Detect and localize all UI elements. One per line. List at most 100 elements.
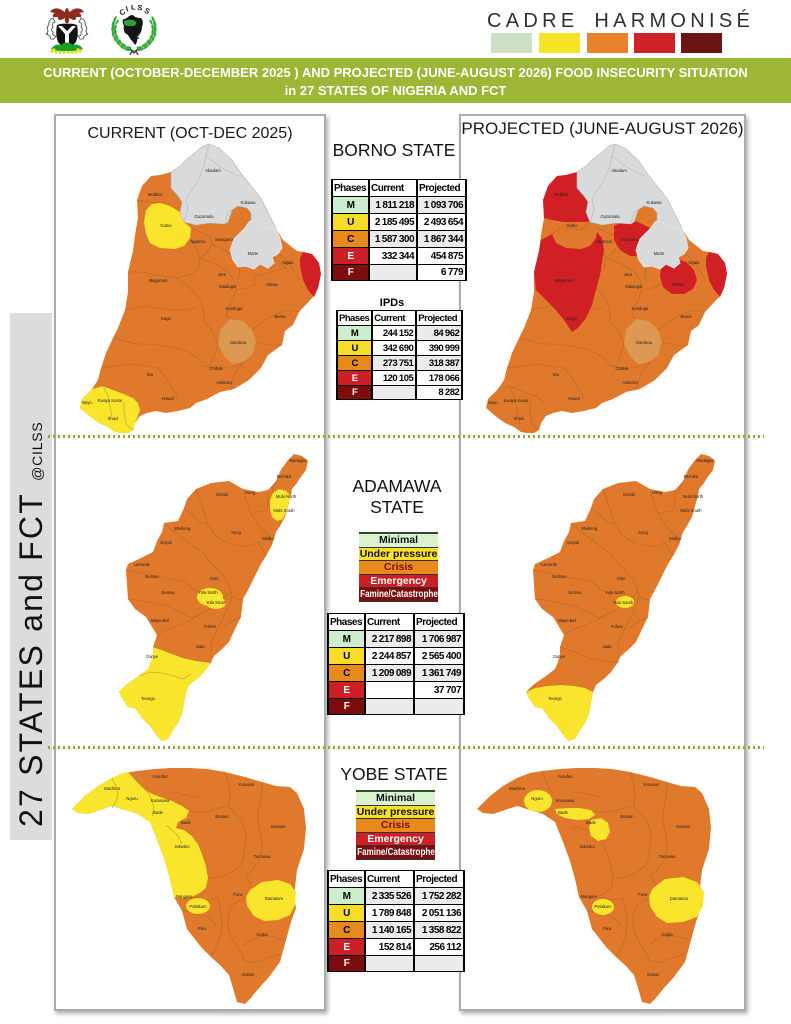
svg-text:Potiskum: Potiskum [594,904,612,909]
svg-text:I: I [125,5,129,13]
svg-text:Mubi South: Mubi South [273,508,295,513]
svg-text:Lamurde: Lamurde [541,562,558,567]
svg-text:Kukawa: Kukawa [241,200,257,205]
svg-text:Yusufari: Yusufari [152,774,167,779]
svg-text:Nguru: Nguru [126,796,138,801]
svg-text:Girei: Girei [617,576,626,581]
svg-text:Kaga: Kaga [567,316,577,321]
svg-text:Dikwa: Dikwa [672,282,684,287]
svg-text:Bayo: Bayo [82,400,92,405]
svg-text:Gujba: Gujba [256,932,268,937]
svg-text:Marte: Marte [248,251,259,256]
svg-text:Jakusko: Jakusko [174,844,190,849]
svg-text:Mobbar: Mobbar [148,192,163,197]
svg-text:Chibok: Chibok [615,366,629,371]
svg-text:Maiha: Maiha [262,536,274,541]
svg-text:Mubi South: Mubi South [680,508,702,513]
svg-text:Karasuwa: Karasuwa [556,798,575,803]
svg-text:Abadam: Abadam [205,168,221,173]
svg-text:Gulani: Gulani [242,972,254,977]
svg-text:Numan: Numan [145,574,159,579]
svg-text:Bayo: Bayo [488,400,498,405]
svg-text:Borsari: Borsari [620,814,633,819]
svg-text:Jada: Jada [195,644,205,649]
svg-text:Bama: Bama [681,314,693,319]
svg-text:Machina: Machina [104,786,120,791]
svg-text:Damboa: Damboa [636,340,652,345]
svg-text:Kwaya Kusar: Kwaya Kusar [98,398,123,403]
svg-text:S: S [143,6,152,16]
svg-text:Askira/U: Askira/U [216,380,232,385]
svg-text:Magumeri: Magumeri [149,278,168,283]
svg-text:Abadam: Abadam [611,168,627,173]
svg-text:Guyuk: Guyuk [567,540,580,545]
svg-text:Gombi: Gombi [623,492,635,497]
svg-text:Yusufari: Yusufari [557,774,572,779]
svg-text:Bade: Bade [586,820,596,825]
svg-text:Madagali: Madagali [697,458,714,463]
svg-text:Guzamala: Guzamala [194,214,214,219]
svg-text:Fune: Fune [233,892,243,897]
svg-text:Gujba: Gujba [661,932,673,937]
svg-text:Girei: Girei [210,576,219,581]
svg-text:Bade: Bade [181,820,191,825]
svg-text:Yola North: Yola North [198,590,218,595]
svg-text:Madagali: Madagali [290,458,307,463]
svg-text:Karasuwa: Karasuwa [151,798,170,803]
svg-text:Yola South: Yola South [206,600,227,605]
svg-text:Fika: Fika [198,926,207,931]
svg-text:Damboa: Damboa [230,340,246,345]
svg-text:Lamurde: Lamurde [134,562,151,567]
svg-text:Nguru: Nguru [531,796,543,801]
svg-text:Jada: Jada [602,644,612,649]
svg-text:Mayo-Bel: Mayo-Bel [558,618,576,623]
svg-text:Bama: Bama [275,314,287,319]
svg-text:Numan: Numan [552,574,566,579]
svg-text:Jakusko: Jakusko [579,844,595,849]
svg-text:Shelleng: Shelleng [581,526,598,531]
svg-text:Nganzai: Nganzai [190,239,205,244]
svg-text:Biu: Biu [147,372,154,377]
svg-text:Michika: Michika [277,474,292,479]
svg-text:Tarmuwa: Tarmuwa [254,854,272,859]
svg-text:Teungo: Teungo [141,696,155,701]
svg-text:Bade: Bade [558,810,568,815]
svg-text:Mobbar: Mobbar [554,192,569,197]
svg-text:Yunusari: Yunusari [238,782,254,787]
svg-text:Yola South: Yola South [613,600,634,605]
svg-text:Song: Song [638,530,648,535]
svg-text:Mubi North: Mubi North [276,494,297,499]
svg-text:Gubio: Gubio [566,223,578,228]
svg-text:Marte: Marte [654,251,665,256]
svg-text:Konduga: Konduga [226,306,243,311]
svg-text:Potiskum: Potiskum [189,904,207,909]
svg-text:Damaturu: Damaturu [670,896,689,901]
svg-text:Ngala: Ngala [283,260,295,265]
svg-text:Demsa: Demsa [161,590,175,595]
svg-text:Tarmuwa: Tarmuwa [659,854,677,859]
svg-text:Teungo: Teungo [548,696,562,701]
svg-text:Fufore: Fufore [611,624,624,629]
svg-text:Maidugur: Maidugur [219,284,237,289]
svg-text:Hong: Hong [652,490,663,495]
svg-text:C: C [118,7,128,18]
svg-text:Nangere: Nangere [176,894,193,899]
svg-text:Shani: Shani [108,416,119,421]
svg-text:Yola North: Yola North [605,590,625,595]
svg-text:Guyuk: Guyuk [160,540,173,545]
svg-text:Gulani: Gulani [647,972,659,977]
svg-text:Mubi North: Mubi North [683,494,704,499]
svg-text:Guzamala: Guzamala [600,214,620,219]
svg-text:Hawul: Hawul [568,396,580,401]
svg-text:Maiha: Maiha [669,536,681,541]
svg-text:Borsari: Borsari [215,814,228,819]
svg-text:S: S [136,5,143,13]
svg-text:Dikwa: Dikwa [266,282,278,287]
svg-text:Bade: Bade [153,810,163,815]
svg-text:Song: Song [231,530,241,535]
svg-text:Hong: Hong [245,490,256,495]
svg-text:Chibok: Chibok [209,366,223,371]
svg-text:Biu: Biu [553,372,560,377]
svg-text:Michika: Michika [684,474,699,479]
svg-text:L: L [131,5,136,12]
